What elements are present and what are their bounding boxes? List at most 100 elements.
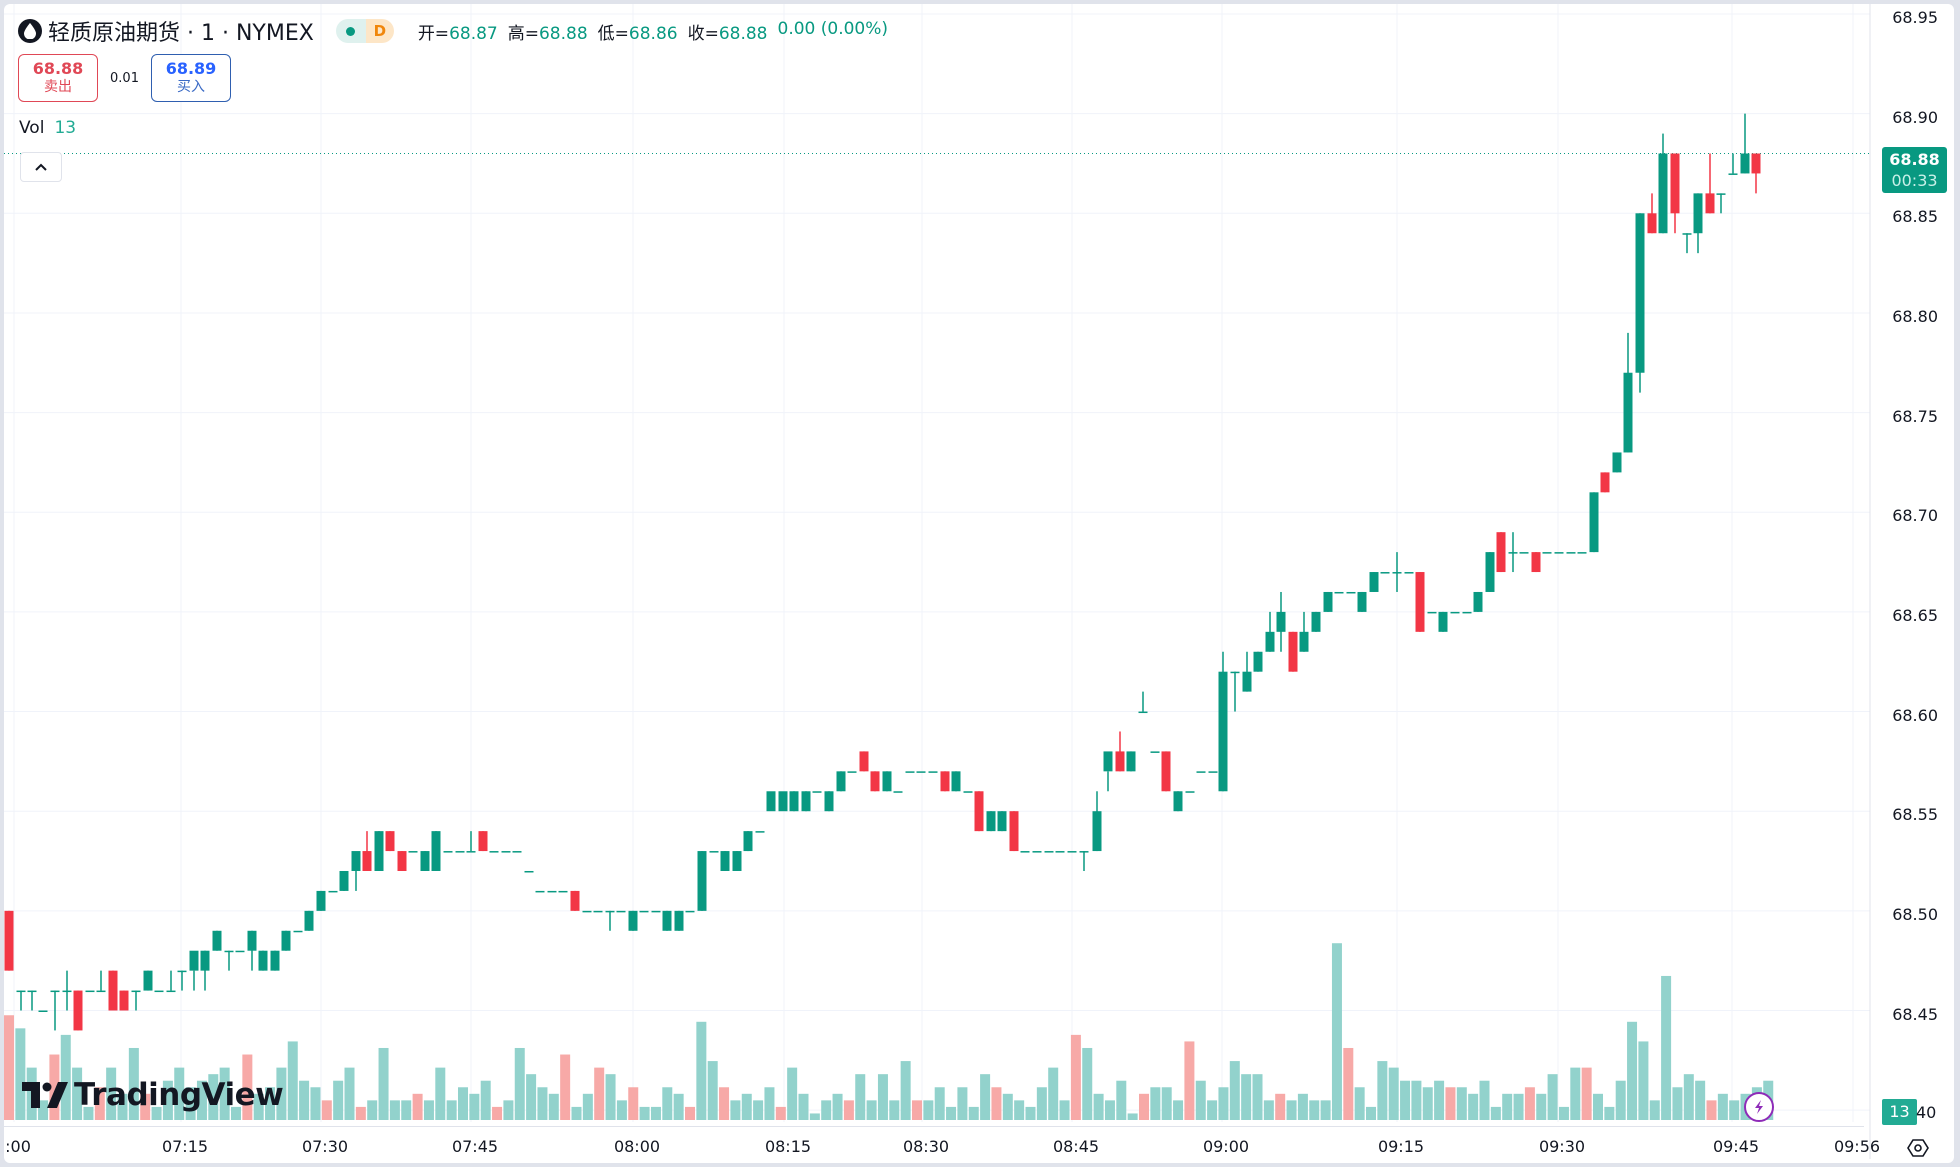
market-status-badge[interactable]: D (335, 19, 394, 43)
candle-body (143, 970, 153, 991)
candle-body (1554, 552, 1564, 554)
candle-body (1218, 671, 1228, 792)
candle-body (1067, 851, 1077, 853)
volume-bar (1173, 1100, 1184, 1120)
volume-bar (1502, 1093, 1513, 1120)
symbol-legend: 轻质原油期货 · 1 · NYMEX D 开=68.87 高=68.88 低=6… (18, 16, 888, 46)
candle-body (1566, 552, 1576, 554)
volume-bar (730, 1100, 741, 1120)
candle-body (316, 890, 326, 911)
candle-body (420, 851, 430, 871)
candlestick-chart[interactable] (4, 4, 1954, 1163)
volume-bar (60, 1034, 71, 1120)
volume-bar (968, 1106, 979, 1120)
buy-price: 68.89 (165, 59, 217, 78)
trade-buttons: 68.88 卖出 0.01 68.89 买入 (18, 54, 231, 102)
candle-body (385, 831, 395, 852)
candle-body (685, 910, 695, 913)
volume-bar (310, 1087, 321, 1120)
volume-bar (219, 1067, 230, 1120)
candle-body (1242, 671, 1252, 692)
volume-bar (866, 1100, 877, 1120)
price-axis-label: 68.75 (1892, 406, 1938, 426)
candle-body (524, 870, 534, 873)
candle-body (1265, 631, 1275, 652)
candle-body (443, 851, 453, 853)
candle-body (293, 930, 303, 933)
volume-bar (446, 1100, 457, 1120)
candle-body (1485, 552, 1495, 592)
candle-body (304, 910, 314, 931)
volume-bar (991, 1087, 1002, 1120)
candle-body (1693, 193, 1703, 234)
volume-bar (492, 1106, 503, 1120)
candle-body (224, 950, 234, 953)
lightning-button[interactable] (1744, 1092, 1774, 1122)
candle-body (431, 831, 441, 871)
candle-body (1055, 851, 1065, 853)
time-axis-label: 09:30 (1538, 1137, 1586, 1156)
volume-bar (83, 1106, 94, 1120)
volume-label: Vol (19, 118, 45, 138)
candle-body (789, 791, 799, 812)
volume-bar (741, 1093, 752, 1120)
candle-body (1589, 492, 1599, 553)
candle-body (281, 930, 291, 951)
axis-settings-button[interactable] (1907, 1137, 1929, 1159)
candle-body (38, 1010, 48, 1012)
candle-body (50, 990, 60, 993)
symbol-title[interactable]: 轻质原油期货 · 1 · NYMEX (48, 21, 314, 46)
candle-body (1751, 153, 1761, 174)
spread-value: 0.01 (110, 70, 139, 86)
volume-bar (1002, 1093, 1013, 1120)
candle-body (27, 990, 37, 993)
candle-body (1323, 591, 1333, 612)
collapse-legend-button[interactable] (20, 152, 62, 182)
volume-bar (1116, 1080, 1127, 1120)
candle-body (374, 831, 384, 871)
candle-body (1473, 591, 1483, 612)
volume-bar (628, 1087, 639, 1120)
volume-bar (582, 1093, 593, 1120)
buy-button[interactable]: 68.89 买入 (151, 54, 231, 102)
volume-bar (412, 1093, 423, 1120)
volume-bar (1048, 1067, 1059, 1120)
tradingview-logo[interactable]: TradingView (22, 1077, 284, 1113)
candle-body (766, 791, 776, 812)
candle-body (1334, 591, 1344, 594)
time-axis-divider (4, 1126, 1864, 1127)
volume-bar (1638, 1041, 1649, 1120)
candle-body (73, 990, 83, 1031)
candle-body (119, 990, 129, 1011)
volume-bar (1070, 1034, 1081, 1120)
candle-body (131, 990, 141, 993)
price-axis-label: 68.80 (1892, 306, 1938, 326)
volume-bar (38, 1100, 49, 1120)
volume-bar (843, 1100, 854, 1120)
volume-bar (1297, 1093, 1308, 1120)
volume-bar (208, 1074, 219, 1120)
price-axis-label: 68.85 (1892, 207, 1938, 227)
volume-bar (1468, 1093, 1479, 1120)
volume-legend[interactable]: Vol 13 (19, 118, 76, 138)
candle-body (593, 910, 603, 913)
volume-bar (1717, 1093, 1728, 1120)
volume-bar (15, 1028, 26, 1120)
candle-body (1138, 711, 1148, 714)
price-axis-label: 68.60 (1892, 705, 1938, 725)
time-axis-label: 08:00 (613, 1137, 661, 1156)
volume-bar (1252, 1074, 1263, 1120)
candle-body (1612, 452, 1622, 473)
volume-value: 13 (54, 118, 77, 138)
volume-bar (753, 1100, 764, 1120)
volume-bar (185, 1087, 196, 1120)
candle-body (339, 870, 349, 891)
candle-body (478, 831, 488, 852)
volume-bar (1604, 1106, 1615, 1120)
bar-countdown: 00:33 (1891, 171, 1938, 190)
price-axis-label: 68.90 (1892, 107, 1938, 127)
candle-body (674, 910, 684, 931)
volume-bar (764, 1087, 775, 1120)
volume-bar (1331, 943, 1342, 1120)
sell-button[interactable]: 68.88 卖出 (18, 54, 98, 102)
